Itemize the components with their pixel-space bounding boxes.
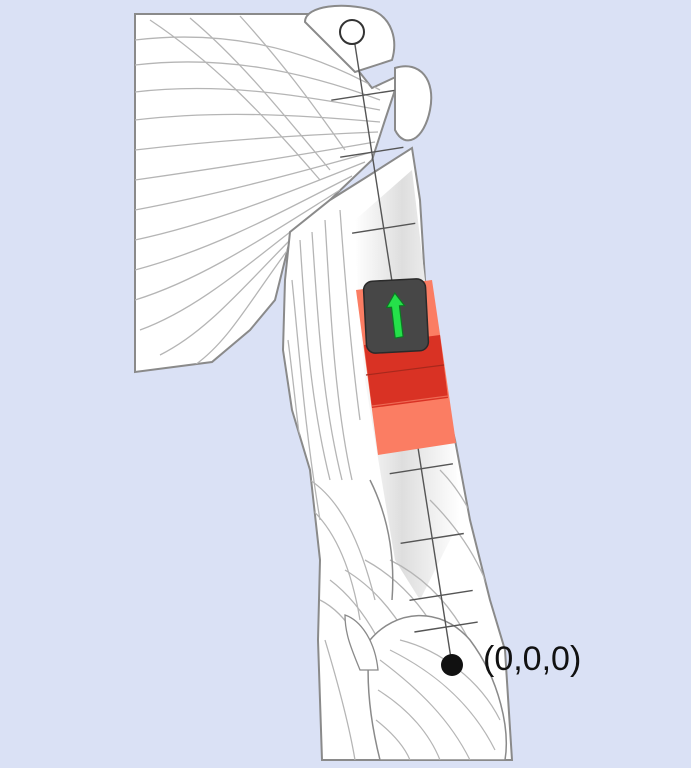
shoulder-muscle	[134, 13, 402, 374]
origin-label: (0,0,0)	[483, 640, 581, 678]
axis-tick	[351, 222, 416, 234]
open-circle-marker	[339, 19, 365, 45]
arrow-up-icon	[385, 291, 406, 339]
origin-point	[441, 654, 463, 676]
deltoid-cap	[394, 65, 433, 142]
axis-tick	[331, 89, 395, 101]
arm-muscles	[281, 146, 514, 761]
axis-tick	[340, 146, 404, 158]
axis-tick	[409, 589, 473, 601]
axis-tick	[389, 463, 454, 475]
imu-sensor-icon	[362, 278, 430, 354]
axis-tick	[400, 532, 464, 544]
axis-tick	[414, 621, 478, 633]
